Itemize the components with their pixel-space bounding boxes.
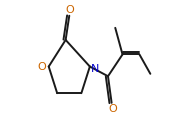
Text: N: N xyxy=(91,64,99,74)
Text: O: O xyxy=(65,5,74,15)
Text: O: O xyxy=(108,104,117,114)
Text: O: O xyxy=(38,62,47,72)
